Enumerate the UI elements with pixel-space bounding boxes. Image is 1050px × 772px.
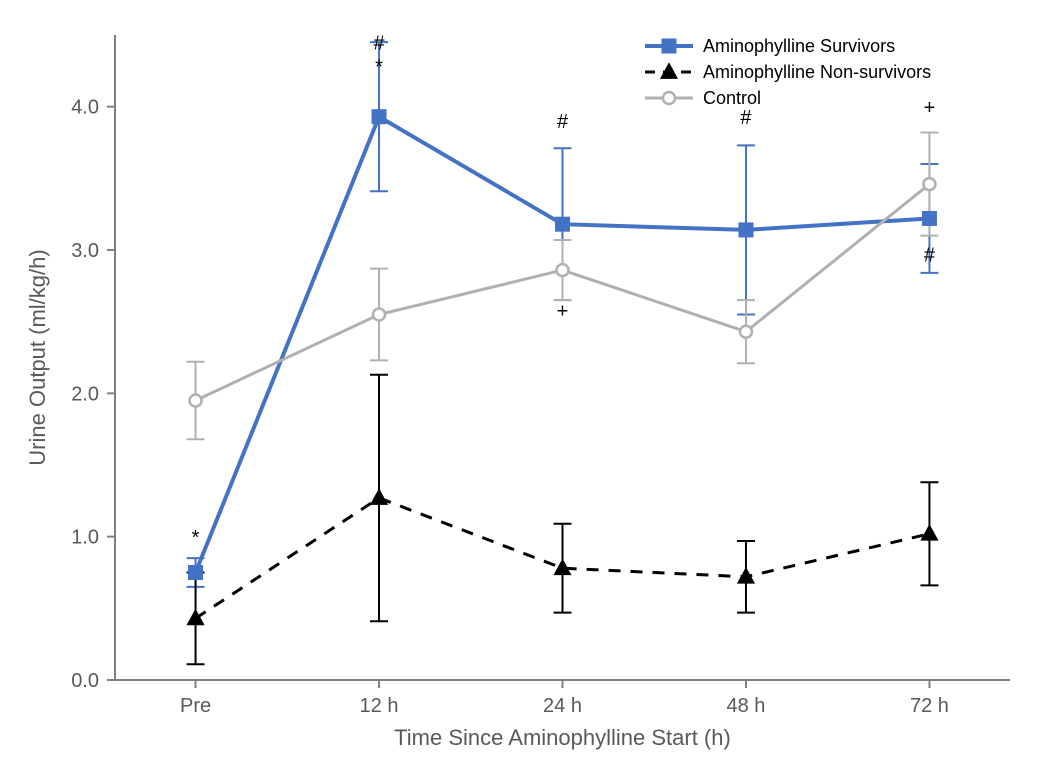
sig-annotation: # bbox=[373, 32, 385, 54]
legend-label: Control bbox=[703, 88, 761, 108]
chart-container: 0.0 1.0 2.0 3.0 4.0 Pre 12 h 24 h 48 h 72 h Urine … bbox=[0, 0, 1050, 772]
legend-label: Aminophylline Survivors bbox=[703, 36, 895, 56]
y-tick-label: 4.0 bbox=[71, 97, 99, 119]
x-axis-label: Time Since Aminophylline Start (h) bbox=[394, 725, 731, 750]
circle-marker-icon bbox=[557, 264, 569, 276]
sig-annotation: * bbox=[375, 57, 383, 79]
sig-annotation: # bbox=[557, 111, 569, 133]
x-tick-label: Pre bbox=[180, 695, 211, 717]
circle-marker-icon bbox=[373, 309, 385, 321]
sig-annotation: + bbox=[924, 97, 936, 119]
square-marker-icon bbox=[739, 223, 753, 237]
sig-annotation: * bbox=[192, 527, 200, 549]
legend-label: Aminophylline Non-survivors bbox=[703, 62, 931, 82]
circle-marker-icon bbox=[740, 326, 752, 338]
square-marker-icon bbox=[662, 39, 676, 53]
y-tick-label: 0.0 bbox=[71, 670, 99, 692]
square-marker-icon bbox=[189, 566, 203, 580]
y-axis-label: Urine Output (ml/kg/h) bbox=[25, 249, 50, 465]
sig-annotation: + bbox=[557, 300, 569, 322]
sig-annotation: # bbox=[924, 244, 936, 266]
y-tick-label: 3.0 bbox=[71, 240, 99, 262]
y-tick-label: 2.0 bbox=[71, 383, 99, 405]
circle-marker-icon bbox=[663, 92, 675, 104]
sig-annotation: # bbox=[740, 107, 752, 129]
square-marker-icon bbox=[922, 211, 936, 225]
square-marker-icon bbox=[556, 217, 570, 231]
x-tick-label: 12 h bbox=[360, 695, 399, 717]
circle-marker-icon bbox=[923, 178, 935, 190]
x-tick-label: 24 h bbox=[543, 695, 582, 717]
chart-bg bbox=[0, 0, 1050, 772]
x-tick-label: 48 h bbox=[727, 695, 766, 717]
line-chart: 0.0 1.0 2.0 3.0 4.0 Pre 12 h 24 h 48 h 72 h Urine … bbox=[0, 0, 1050, 772]
square-marker-icon bbox=[372, 110, 386, 124]
x-tick-label: 72 h bbox=[910, 695, 949, 717]
circle-marker-icon bbox=[190, 395, 202, 407]
y-tick-label: 1.0 bbox=[71, 527, 99, 549]
